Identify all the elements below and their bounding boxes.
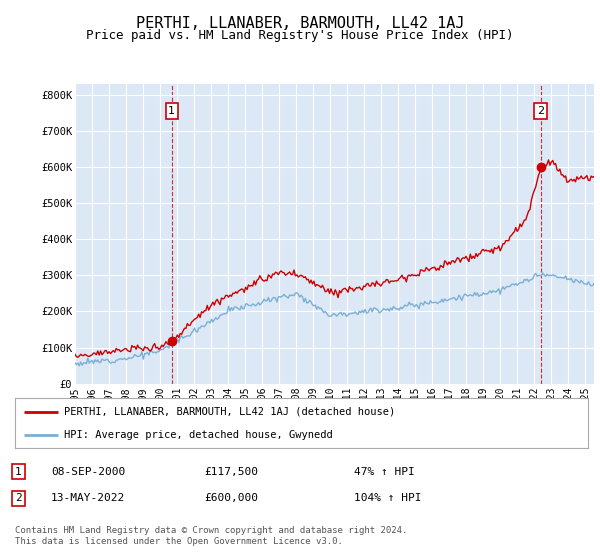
- Text: 104% ↑ HPI: 104% ↑ HPI: [354, 493, 421, 503]
- Text: 2: 2: [537, 106, 544, 116]
- Text: 47% ↑ HPI: 47% ↑ HPI: [354, 466, 415, 477]
- Text: Contains HM Land Registry data © Crown copyright and database right 2024.
This d: Contains HM Land Registry data © Crown c…: [15, 526, 407, 546]
- Text: Price paid vs. HM Land Registry's House Price Index (HPI): Price paid vs. HM Land Registry's House …: [86, 29, 514, 42]
- Text: PERTHI, LLANABER, BARMOUTH, LL42 1AJ: PERTHI, LLANABER, BARMOUTH, LL42 1AJ: [136, 16, 464, 31]
- Text: 2: 2: [15, 493, 22, 503]
- Text: £600,000: £600,000: [204, 493, 258, 503]
- Text: 1: 1: [15, 466, 22, 477]
- Text: HPI: Average price, detached house, Gwynedd: HPI: Average price, detached house, Gwyn…: [64, 431, 332, 440]
- Text: PERTHI, LLANABER, BARMOUTH, LL42 1AJ (detached house): PERTHI, LLANABER, BARMOUTH, LL42 1AJ (de…: [64, 407, 395, 417]
- Text: 1: 1: [169, 106, 175, 116]
- Text: £117,500: £117,500: [204, 466, 258, 477]
- Text: 08-SEP-2000: 08-SEP-2000: [51, 466, 125, 477]
- Text: 13-MAY-2022: 13-MAY-2022: [51, 493, 125, 503]
